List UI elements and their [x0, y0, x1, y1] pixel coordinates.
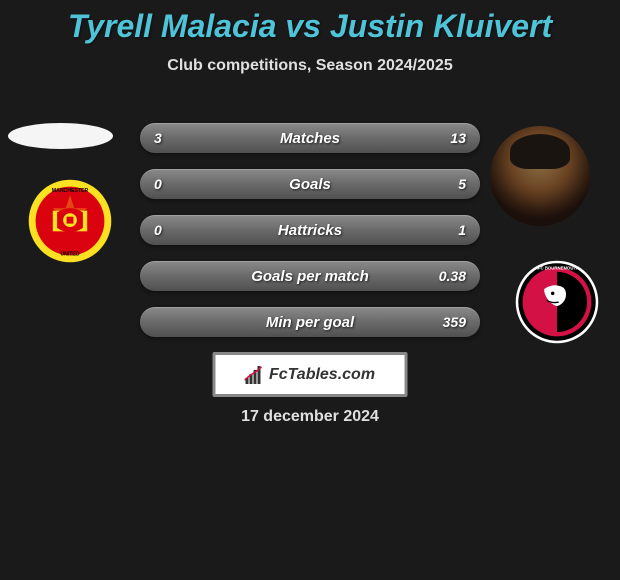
stat-right-value: 13 — [450, 130, 466, 146]
watermark-badge: FcTables.com — [213, 352, 408, 397]
stat-row-matches: 3 Matches 13 — [140, 123, 480, 153]
stat-left-value: 0 — [154, 176, 162, 192]
comparison-infographic: Tyrell Malacia vs Justin Kluivert Club c… — [0, 0, 620, 580]
stat-left-value: 3 — [154, 130, 162, 146]
svg-text:UNITED: UNITED — [60, 251, 79, 257]
chart-bars-icon — [245, 366, 265, 384]
club-right-badge: AFC BOURNEMOUTH — [514, 259, 600, 345]
svg-text:AFC BOURNEMOUTH: AFC BOURNEMOUTH — [535, 265, 579, 270]
stat-row-min-per-goal: Min per goal 359 — [140, 307, 480, 337]
svg-text:MANCHESTER: MANCHESTER — [52, 188, 89, 194]
stats-list: 3 Matches 13 0 Goals 5 0 Hattricks 1 Goa… — [140, 123, 480, 353]
stat-right-value: 1 — [458, 222, 466, 238]
stat-right-value: 0.38 — [439, 268, 466, 284]
stat-label: Goals — [289, 176, 331, 193]
stat-left-value: 0 — [154, 222, 162, 238]
stat-row-goals-per-match: Goals per match 0.38 — [140, 261, 480, 291]
stat-row-goals: 0 Goals 5 — [140, 169, 480, 199]
player-left-avatar — [8, 123, 113, 149]
date-text: 17 december 2024 — [241, 408, 379, 426]
club-left-badge: MANCHESTER UNITED — [27, 178, 113, 264]
watermark-text: FcTables.com — [269, 366, 375, 384]
stat-label: Goals per match — [251, 268, 369, 285]
stat-label: Matches — [280, 130, 340, 147]
stat-label: Hattricks — [278, 222, 342, 239]
bournemouth-crest-icon: AFC BOURNEMOUTH — [514, 259, 600, 345]
subtitle: Club competitions, Season 2024/2025 — [0, 57, 620, 75]
manchester-united-crest-icon: MANCHESTER UNITED — [27, 178, 113, 264]
player-right-avatar — [490, 126, 590, 226]
stat-right-value: 5 — [458, 176, 466, 192]
stat-label: Min per goal — [266, 314, 354, 331]
page-title: Tyrell Malacia vs Justin Kluivert — [0, 0, 620, 45]
stat-right-value: 359 — [443, 314, 466, 330]
stat-row-hattricks: 0 Hattricks 1 — [140, 215, 480, 245]
